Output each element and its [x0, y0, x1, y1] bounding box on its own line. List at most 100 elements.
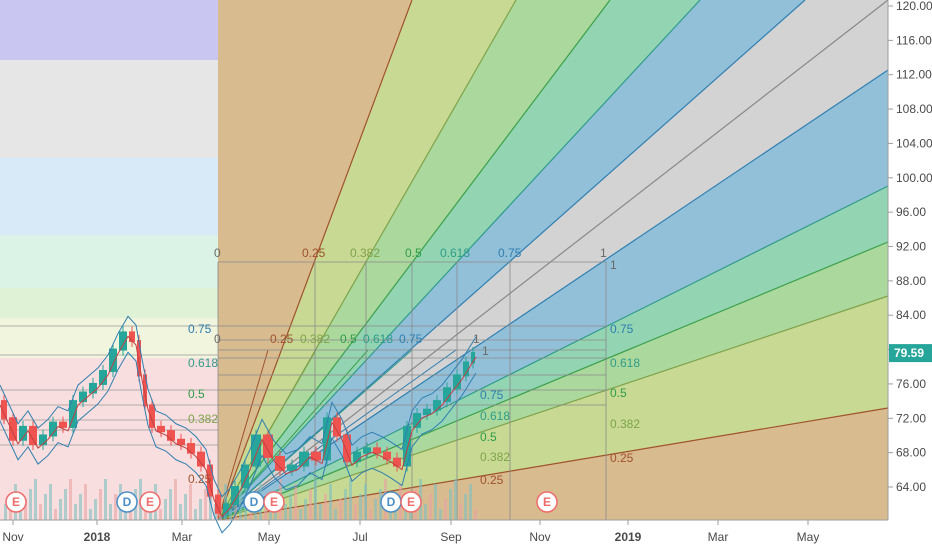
volume-bar [69, 479, 72, 520]
band-purple [0, 0, 218, 60]
x-tick-label: Mar [172, 530, 193, 544]
y-tick-label: 96.00 [896, 205, 926, 219]
volume-bar [64, 489, 67, 520]
fib-mid-label: 0.618 [363, 332, 393, 346]
volume-bar [354, 504, 357, 520]
volume-bar [144, 504, 147, 520]
event-marker-label: E [407, 495, 415, 509]
fan-line-lower [217, 295, 889, 521]
volume-bar [174, 479, 177, 520]
bollinger-upper [0, 315, 477, 498]
fan-line-upper [217, 0, 806, 521]
moving-average [0, 335, 477, 518]
fan-line-upper [217, 0, 611, 521]
fan-inner-label: 1 [482, 344, 489, 358]
x-axis: Nov 2018 Mar May Jul Sep Nov 2019 Mar May [2, 520, 819, 544]
y-tick-label: 112.00 [896, 68, 932, 82]
event-marker-label: E [146, 495, 154, 509]
fib-top-label: 1 [600, 246, 607, 260]
label-layer: 0 0.25 0.382 0.5 0.618 0.75 1 0 0.25 0.382 0.5 0.61… [188, 246, 640, 487]
volume-bar [449, 489, 452, 520]
volume-bar [179, 504, 182, 520]
volume-bar [199, 499, 202, 520]
earnings-marker [5, 491, 27, 513]
volume-bar [74, 504, 77, 520]
fan-inner-label: 0.75 [480, 388, 504, 402]
x-tick-label: Mar [708, 530, 729, 544]
fib-mid-label: 1 [473, 332, 480, 346]
volume-bar [469, 484, 472, 520]
x-tick-label: 2018 [84, 530, 111, 544]
fib-top-label: 0.618 [440, 246, 470, 260]
event-marker-label: E [270, 495, 278, 509]
volume-bar [4, 504, 7, 520]
volume-bar [474, 509, 477, 520]
volume-bar [284, 504, 287, 520]
volume-bar [334, 509, 337, 520]
last-price-text: 79.59 [894, 346, 924, 360]
earnings-marker [400, 491, 422, 513]
volume-bar [89, 509, 92, 520]
volume-bar [84, 484, 87, 520]
volume-bar [359, 494, 362, 520]
volume-bar [39, 504, 42, 520]
fib-mid-label: 0 [214, 332, 221, 346]
fib-top-label: 0.25 [302, 246, 326, 260]
x-tick-label: May [797, 530, 820, 544]
y-tick-label: 72.00 [896, 411, 926, 425]
volume-bar [114, 494, 117, 520]
x-tick-label: Nov [2, 530, 23, 544]
volume-bar [439, 509, 442, 520]
y-tick-label: 88.00 [896, 274, 926, 288]
y-tick-label: 92.00 [896, 240, 926, 254]
volume-bar [124, 509, 127, 520]
fib-top-label: 0.5 [405, 246, 422, 260]
volume-bar [94, 499, 97, 520]
fib-mid-label: 0.75 [399, 332, 423, 346]
volume-bar [364, 484, 367, 520]
volume-bar [429, 494, 432, 520]
y-tick-label: 84.00 [896, 308, 926, 322]
fib-top-label: 0.382 [350, 246, 380, 260]
volume-bar [19, 509, 22, 520]
event-marker-label: E [543, 495, 551, 509]
fan-right-label: 1 [610, 258, 617, 272]
volume-bar [454, 479, 457, 520]
volume-bar [379, 489, 382, 520]
earnings-marker [139, 491, 161, 513]
band-mint [0, 235, 218, 288]
volume-bar [349, 479, 352, 520]
dividend-marker [116, 491, 138, 513]
left-fib-label: 0.618 [188, 356, 218, 370]
volume-bar [29, 489, 32, 520]
volume-bar [194, 509, 197, 520]
volume-bar [304, 499, 307, 520]
y-tick-label: 76.00 [896, 377, 926, 391]
fan-right-label: 0.75 [610, 322, 634, 336]
volume-bar [264, 509, 267, 520]
fan-right-label: 0.382 [610, 417, 640, 431]
volume-bar [79, 494, 82, 520]
fan-line-upper [217, 0, 413, 521]
fan-right-label: 0.25 [610, 451, 634, 465]
volume-bar [344, 489, 347, 520]
volume-bar [59, 499, 62, 520]
volume-bar [34, 479, 37, 520]
y-tick-label: 104.00 [896, 136, 932, 150]
x-tick-label: Jul [352, 530, 367, 544]
volume-bar [424, 504, 427, 520]
volume-bar [24, 499, 27, 520]
fib-mid-label: 0.5 [340, 332, 357, 346]
volume-bar [314, 479, 317, 520]
band-gray [0, 60, 218, 158]
left-fib-label: 0.75 [188, 322, 212, 336]
left-fib-label: 0.25 [188, 472, 212, 486]
fan-inner-label: 0.5 [480, 430, 497, 444]
volume-bar [404, 509, 407, 520]
fib-mid-label: 0.382 [300, 332, 330, 346]
fan-right-label: 0.618 [610, 356, 640, 370]
volume-bar [239, 489, 242, 520]
y-tick-label: 64.00 [896, 480, 926, 494]
